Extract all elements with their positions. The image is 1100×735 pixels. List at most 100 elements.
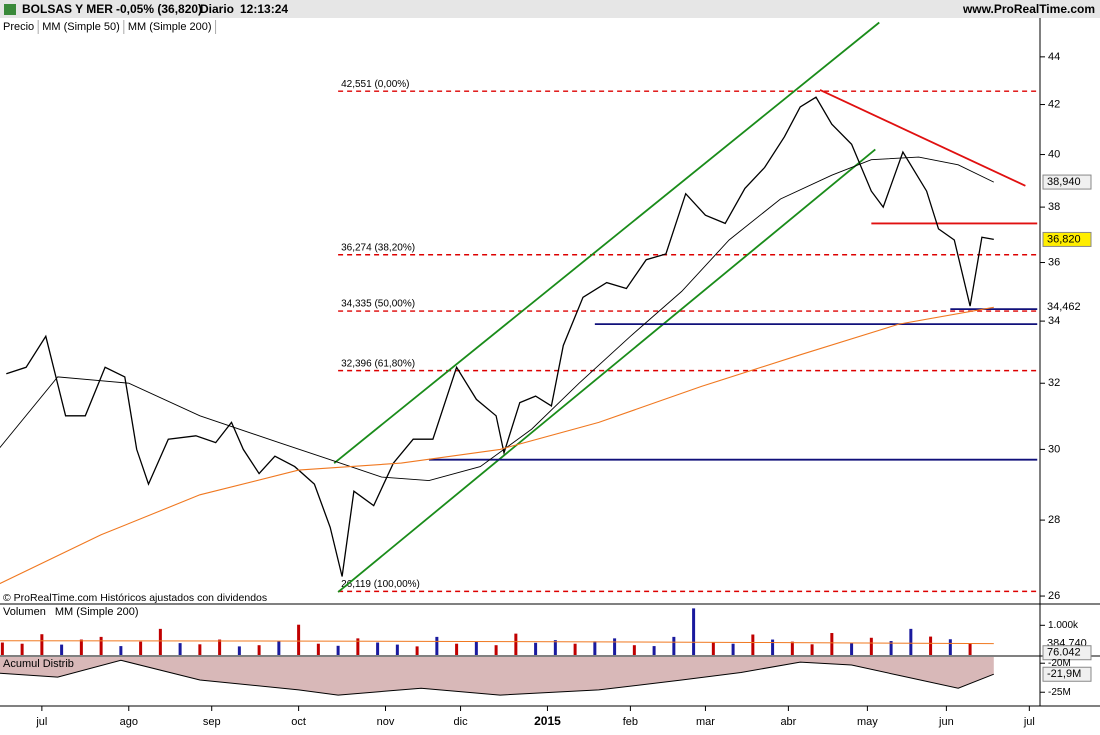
- volume-bar: [474, 641, 478, 655]
- fib-label: 42,551 (0,00%): [341, 79, 409, 90]
- period: Diario: [200, 2, 234, 16]
- last-value-label: 38,940: [1047, 176, 1081, 188]
- x-tick-label: may: [857, 716, 878, 728]
- last-value-label: -21,9M: [1047, 668, 1081, 680]
- volume-bar: [534, 642, 538, 655]
- volume-bar: [79, 639, 83, 655]
- y-tick-label: 42: [1048, 98, 1060, 110]
- volume-bar: [158, 628, 162, 655]
- symbol: BOLSAS Y MER: [22, 2, 113, 16]
- volume-bar: [376, 642, 380, 655]
- trend-line: [337, 148, 876, 593]
- accum-line: [0, 659, 994, 696]
- last-value-label: 76.042: [1047, 647, 1081, 659]
- watermark: © ProRealTime.com Históricos ajustados c…: [3, 592, 267, 604]
- volume-bar: [711, 642, 715, 655]
- volume-bar: [494, 645, 498, 655]
- time: 12:13:24: [240, 2, 288, 16]
- y-tick-label: 30: [1048, 443, 1060, 455]
- x-tick-label: ago: [120, 716, 138, 728]
- volume-bar: [218, 639, 222, 655]
- volume-bar: [99, 636, 103, 655]
- volume-bar: [415, 646, 419, 655]
- volume-bar: [514, 633, 518, 655]
- volume-bar: [751, 634, 755, 655]
- x-tick-label: oct: [291, 716, 306, 728]
- fib-label: 34,335 (50,00%): [341, 299, 415, 310]
- x-tick-label: jun: [938, 716, 954, 728]
- series-line: [6, 96, 994, 577]
- volume-bar: [968, 643, 972, 655]
- panel-title: Volumen: [3, 606, 46, 618]
- y-tick-label: 26: [1048, 590, 1060, 602]
- y-tick-label: -20M: [1048, 658, 1071, 669]
- y-tick-label: 1.000k: [1048, 620, 1079, 631]
- volume-bar: [731, 643, 735, 655]
- volume-bar: [830, 633, 834, 655]
- volume-bar: [336, 645, 340, 655]
- y-tick-label: 36: [1048, 256, 1060, 268]
- fib-label: 32,396 (61,80%): [341, 358, 415, 369]
- x-tick-label: abr: [780, 716, 796, 728]
- x-tick-label: 2015: [534, 714, 561, 728]
- volume-bar: [613, 638, 617, 655]
- volume-bar: [237, 646, 241, 655]
- series-line: [0, 306, 994, 585]
- x-tick-label: nov: [377, 716, 395, 728]
- volume-bar: [573, 643, 577, 655]
- y-tick-label: 38: [1048, 201, 1060, 213]
- y-tick-label: 32: [1048, 377, 1060, 389]
- trend-line: [819, 89, 1026, 187]
- volume-ma: [0, 640, 994, 645]
- volume-bar: [0, 642, 4, 655]
- volume-bar: [672, 636, 676, 655]
- app-icon: [4, 4, 16, 15]
- last-value-box: [1042, 231, 1092, 247]
- volume-bar: [435, 636, 439, 655]
- x-tick-label: jul: [1023, 716, 1035, 728]
- volume-bar: [395, 644, 399, 655]
- accum-area: [0, 657, 994, 696]
- x-tick-label: mar: [696, 716, 715, 728]
- y-tick-label: 34: [1048, 315, 1060, 327]
- volume-bar: [139, 641, 143, 655]
- volume-bar: [652, 646, 656, 655]
- volume-bar: [869, 637, 873, 655]
- x-tick-label: sep: [203, 716, 221, 728]
- y-tick-label: 40: [1048, 148, 1060, 160]
- volume-bar: [909, 628, 913, 655]
- fib-label: 36,274 (38,20%): [341, 242, 415, 253]
- volume-bar: [297, 624, 301, 655]
- volume-bar: [60, 644, 64, 655]
- header-bar: [0, 0, 1100, 18]
- last-value-box: [1043, 300, 1091, 315]
- volume-bar: [889, 641, 893, 655]
- volume-bar: [198, 644, 202, 655]
- volume-bar: [356, 638, 360, 655]
- volume-bar: [771, 639, 775, 655]
- series-line: [0, 156, 994, 482]
- last-value-box: [1042, 645, 1092, 661]
- volume-bar: [632, 645, 636, 655]
- volume-bar: [790, 641, 794, 655]
- y-tick-label: 28: [1048, 514, 1060, 526]
- volume-bar: [455, 643, 459, 655]
- volume-bar: [316, 643, 320, 655]
- x-tick-label: feb: [623, 716, 638, 728]
- site: www.ProRealTime.com: [962, 2, 1095, 16]
- volume-bar: [810, 644, 814, 655]
- trend-line: [333, 21, 880, 464]
- fib-label: 26,119 (100,00%): [341, 579, 420, 590]
- volume-bar: [40, 634, 44, 655]
- x-tick-label: dic: [454, 716, 469, 728]
- volume-bar: [692, 608, 696, 655]
- last-value-box: [1042, 666, 1092, 682]
- volume-bar: [257, 645, 261, 655]
- volume-bar: [178, 643, 182, 655]
- volume-bar: [20, 643, 24, 655]
- volume-bar: [277, 641, 281, 655]
- legend-entry: MM (Simple 50): [42, 21, 120, 33]
- volume-bar: [553, 640, 557, 655]
- last-value-label: 34,462: [1047, 301, 1081, 313]
